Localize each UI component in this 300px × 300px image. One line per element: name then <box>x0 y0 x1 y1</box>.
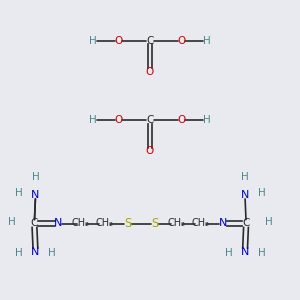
Text: H: H <box>203 115 211 125</box>
Text: S: S <box>124 217 131 230</box>
Text: H: H <box>89 35 97 46</box>
Text: O: O <box>177 115 186 125</box>
Text: N: N <box>54 218 63 229</box>
Text: N: N <box>31 247 40 257</box>
Text: H: H <box>258 188 266 199</box>
Text: CH₂: CH₂ <box>167 218 185 229</box>
Text: O: O <box>146 67 154 77</box>
Text: C: C <box>31 218 38 229</box>
Text: H: H <box>15 248 23 259</box>
Text: C: C <box>146 115 154 125</box>
Text: H: H <box>8 217 16 227</box>
Text: N: N <box>218 218 227 229</box>
Text: S: S <box>151 217 158 230</box>
Text: CH₂: CH₂ <box>95 218 113 229</box>
Text: N: N <box>241 247 249 257</box>
Text: O: O <box>177 35 186 46</box>
Text: H: H <box>225 248 232 259</box>
Text: H: H <box>89 115 97 125</box>
Text: H: H <box>48 248 56 259</box>
Text: O: O <box>114 115 123 125</box>
Text: N: N <box>31 190 40 200</box>
Text: O: O <box>114 35 123 46</box>
Text: C: C <box>242 218 250 229</box>
Text: H: H <box>32 172 40 182</box>
Text: CH₂: CH₂ <box>71 218 89 229</box>
Text: N: N <box>241 190 249 200</box>
Text: H: H <box>203 35 211 46</box>
Text: O: O <box>146 146 154 157</box>
Text: C: C <box>146 35 154 46</box>
Text: CH₂: CH₂ <box>191 218 209 229</box>
Text: H: H <box>265 217 272 227</box>
Text: H: H <box>241 172 248 182</box>
Text: H: H <box>258 248 266 259</box>
Text: H: H <box>15 188 23 199</box>
